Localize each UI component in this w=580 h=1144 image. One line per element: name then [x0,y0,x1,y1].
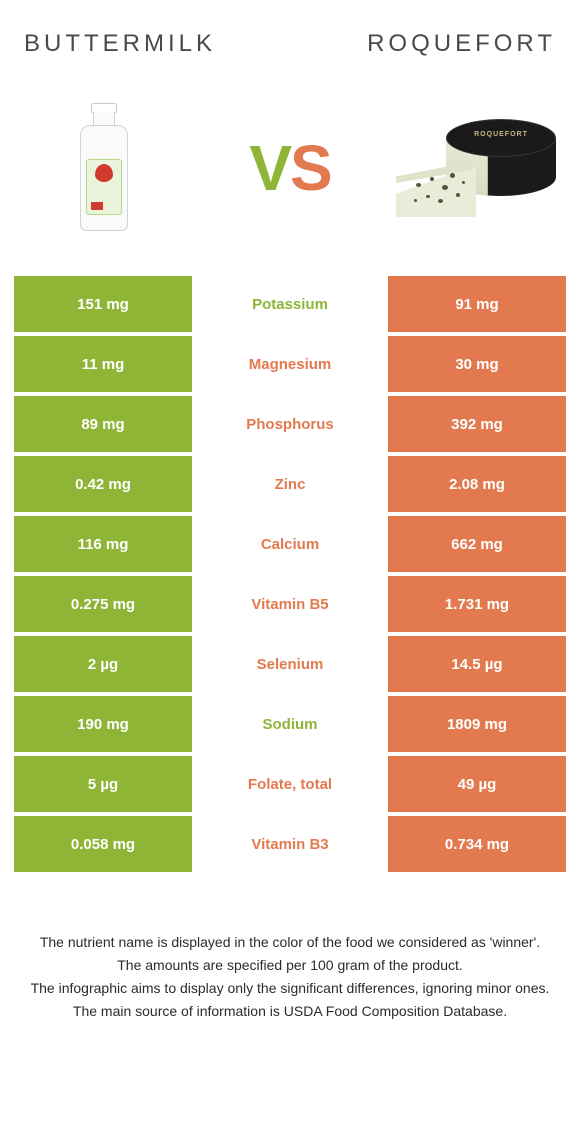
nutrient-name: Calcium [192,516,388,572]
right-value: 14.5 µg [388,636,566,692]
table-row: 11 mgMagnesium30 mg [14,336,566,392]
table-row: 89 mgPhosphorus392 mg [14,396,566,452]
right-value: 2.08 mg [388,456,566,512]
footer-line: The amounts are specified per 100 gram o… [24,955,556,976]
nutrient-name: Zinc [192,456,388,512]
left-value: 0.275 mg [14,576,192,632]
nutrient-name: Magnesium [192,336,388,392]
right-value: 91 mg [388,276,566,332]
left-value: 5 µg [14,756,192,812]
buttermilk-image [24,98,184,238]
hero-row: VS [14,88,566,268]
table-row: 190 mgSodium1809 mg [14,696,566,752]
nutrient-name: Sodium [192,696,388,752]
right-value: 392 mg [388,396,566,452]
table-row: 116 mgCalcium662 mg [14,516,566,572]
table-row: 2 µgSelenium14.5 µg [14,636,566,692]
left-value: 190 mg [14,696,192,752]
nutrient-table: 151 mgPotassium91 mg11 mgMagnesium30 mg8… [14,276,566,872]
vs-letter-v: V [249,132,290,204]
vs-badge: VS [249,131,330,205]
left-value: 0.058 mg [14,816,192,872]
left-value: 0.42 mg [14,456,192,512]
left-value: 116 mg [14,516,192,572]
nutrient-name: Potassium [192,276,388,332]
left-value: 11 mg [14,336,192,392]
nutrient-name: Folate, total [192,756,388,812]
table-row: 5 µgFolate, total49 µg [14,756,566,812]
footer-line: The infographic aims to display only the… [24,978,556,999]
right-value: 662 mg [388,516,566,572]
nutrient-name: Vitamin B5 [192,576,388,632]
left-value: 89 mg [14,396,192,452]
left-value: 151 mg [14,276,192,332]
table-row: 0.058 mgVitamin B30.734 mg [14,816,566,872]
right-value: 1809 mg [388,696,566,752]
right-food-title: Roquefort [367,30,556,58]
right-value: 30 mg [388,336,566,392]
right-value: 0.734 mg [388,816,566,872]
table-row: 0.42 mgZinc2.08 mg [14,456,566,512]
nutrient-name: Selenium [192,636,388,692]
table-row: 151 mgPotassium91 mg [14,276,566,332]
nutrient-name: Phosphorus [192,396,388,452]
table-row: 0.275 mgVitamin B51.731 mg [14,576,566,632]
left-food-title: Buttermilk [24,30,216,58]
right-value: 49 µg [388,756,566,812]
roquefort-image [396,98,556,238]
footer-line: The main source of information is USDA F… [24,1001,556,1022]
right-value: 1.731 mg [388,576,566,632]
footer-notes: The nutrient name is displayed in the co… [14,932,566,1022]
nutrient-name: Vitamin B3 [192,816,388,872]
vs-letter-s: S [290,132,331,204]
header: Buttermilk Roquefort [14,30,566,58]
left-value: 2 µg [14,636,192,692]
footer-line: The nutrient name is displayed in the co… [24,932,556,953]
